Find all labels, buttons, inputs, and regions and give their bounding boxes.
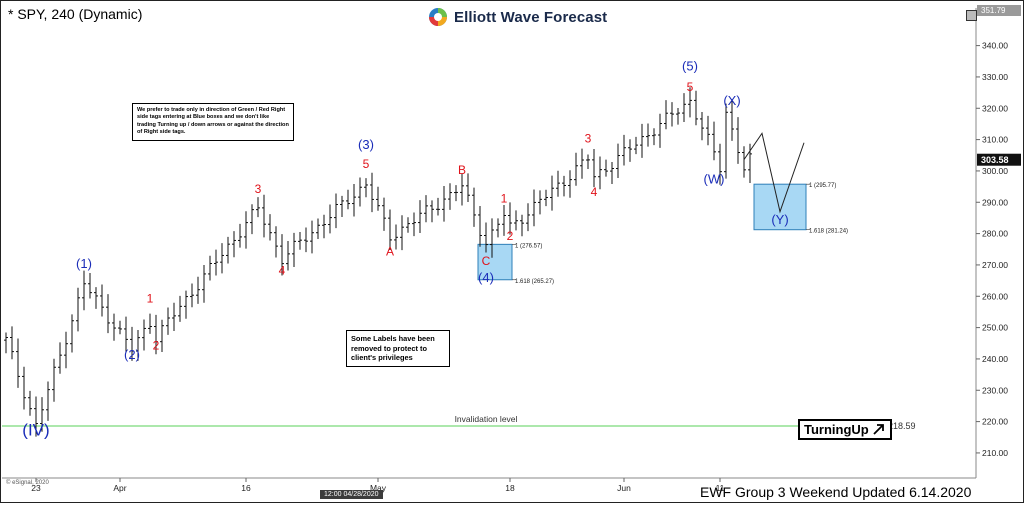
wave-label: 2 <box>153 339 160 353</box>
wave-label: 4 <box>279 263 286 277</box>
brand: Elliott Wave Forecast <box>428 7 607 27</box>
wave-label: 5 <box>363 157 370 171</box>
x-tick-label: 11 <box>716 483 725 493</box>
wave-label: 1 <box>501 191 508 205</box>
wave-label: 3 <box>255 182 262 196</box>
settings-icon[interactable] <box>966 10 977 21</box>
box-label-bottom: 1.618 (281.24) <box>809 229 848 235</box>
top-price-tag <box>977 5 1021 16</box>
top-price-value: 351.79 <box>981 6 1006 15</box>
x-tick-label: Apr <box>113 483 126 493</box>
trade-note: We prefer to trade only in direction of … <box>132 103 294 141</box>
x-tick-label: Jun <box>617 483 631 493</box>
wave-label: (Y) <box>771 212 788 227</box>
labels-note: Some Labels have been removed to protect… <box>346 330 450 367</box>
y-tick-label: 310.00 <box>982 135 1008 145</box>
y-tick-label: 210.00 <box>982 448 1008 458</box>
blue-box-1 <box>477 243 513 281</box>
esignal-credit: © eSignal, 2020 <box>6 480 49 486</box>
y-tick-label: 270.00 <box>982 260 1008 270</box>
chart-title: * SPY, 240 (Dynamic) <box>8 6 143 22</box>
blue-box-2 <box>753 183 807 231</box>
footer-update: EWF Group 3 Weekend Updated 6.14.2020 <box>700 484 972 500</box>
x-tick-label: 16 <box>241 483 251 493</box>
turning-up-badge: TurningUp <box>798 419 892 440</box>
y-tick-label: 280.00 <box>982 229 1008 239</box>
y-tick-label: 250.00 <box>982 323 1008 333</box>
y-tick-label: 340.00 <box>982 41 1008 51</box>
wave-label: 5 <box>687 80 694 94</box>
box-label-top: 1 (276.57) <box>515 243 542 249</box>
y-tick-label: 300.00 <box>982 166 1008 176</box>
crosshair-time-label: 12:00 04/28/2020 <box>320 490 383 499</box>
wave-label: (1) <box>76 256 92 271</box>
current-price-tag <box>977 153 1021 166</box>
wave-label: (IV) <box>22 421 49 440</box>
wave-label: 1 <box>147 292 154 306</box>
x-tick-label: 23 <box>31 483 41 493</box>
wave-label: 2 <box>507 229 514 243</box>
arrow-up-right-icon <box>873 424 884 435</box>
wave-label: (5) <box>682 59 698 74</box>
box-label-top: 1 (295.77) <box>809 183 836 189</box>
y-tick-label: 260.00 <box>982 291 1008 301</box>
x-tick-label: 18 <box>505 483 515 493</box>
y-tick-label: 290.00 <box>982 197 1008 207</box>
y-tick-label: 320.00 <box>982 103 1008 113</box>
wave-label: (2) <box>124 347 140 362</box>
y-tick-label: 330.00 <box>982 72 1008 82</box>
wave-label: 4 <box>591 185 598 199</box>
wave-label: (4) <box>478 270 494 285</box>
wave-label: C <box>482 254 491 268</box>
invalidation-label: Invalidation level <box>455 414 518 424</box>
brand-name: Elliott Wave Forecast <box>454 8 608 26</box>
brand-logo-icon <box>429 8 447 26</box>
invalidation-value: 218.59 <box>888 421 916 431</box>
x-tick-label: May <box>370 483 387 493</box>
projection-path <box>743 132 805 214</box>
y-tick-label: 240.00 <box>982 354 1008 364</box>
wave-label: (W) <box>704 171 725 186</box>
wave-label: 3 <box>585 132 592 146</box>
y-tick-label: 230.00 <box>982 385 1008 395</box>
wave-label: (3) <box>358 137 374 152</box>
wave-label: (X) <box>723 93 740 108</box>
current-price-value: 303.58 <box>981 155 1009 165</box>
turning-up-label: TurningUp <box>804 422 869 437</box>
box-label-bottom: 1.618 (265.27) <box>515 279 554 285</box>
wave-label: B <box>458 163 466 177</box>
y-tick-label: 220.00 <box>982 417 1008 427</box>
wave-label: A <box>386 245 394 259</box>
